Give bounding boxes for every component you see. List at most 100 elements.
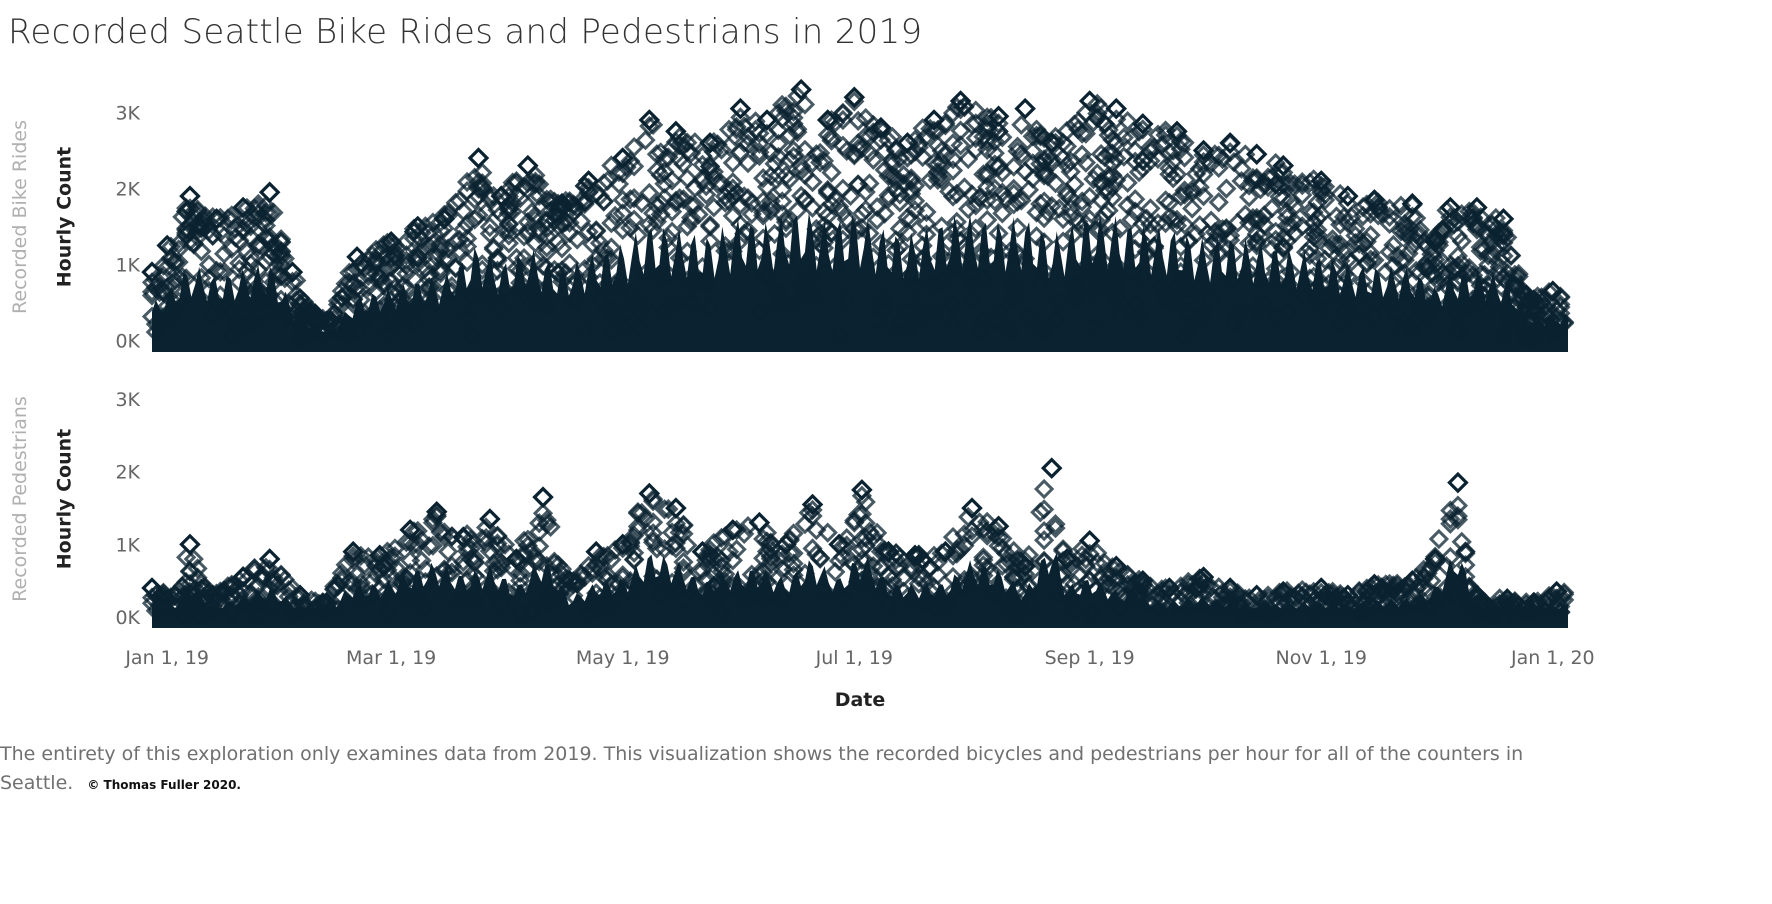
data-point-peak (452, 526, 475, 548)
data-point (339, 272, 360, 293)
data-point (551, 238, 573, 259)
data-point (1333, 206, 1355, 228)
data-point (589, 232, 611, 254)
data-point (680, 194, 702, 216)
data-point (878, 188, 899, 209)
data-point-peak (790, 78, 812, 101)
data-point (206, 292, 227, 313)
data-point (768, 165, 789, 186)
data-point (513, 284, 535, 305)
data-point (950, 539, 971, 560)
data-point-peak (490, 185, 513, 207)
data-point (977, 557, 998, 578)
data-point (1090, 209, 1112, 230)
data-point (866, 577, 888, 598)
data-point-peak (1132, 113, 1154, 135)
data-point (392, 572, 413, 593)
data-point (992, 162, 1013, 183)
data-point (1204, 588, 1226, 610)
data-point (1163, 168, 1184, 189)
data-point (1094, 252, 1115, 274)
data-point (1447, 272, 1469, 293)
data-point-peak (843, 86, 866, 108)
data-point (821, 162, 842, 183)
data-point (1447, 318, 1469, 340)
data-point (1436, 275, 1457, 297)
data-point (756, 531, 778, 552)
data-point (942, 545, 964, 566)
data-point (1333, 300, 1355, 321)
data-point (559, 253, 580, 274)
data-point (1360, 595, 1381, 616)
data-point (1311, 204, 1332, 225)
data-point (992, 241, 1013, 262)
data-point (977, 209, 998, 231)
data-point (1326, 234, 1347, 255)
data-point (179, 561, 201, 582)
data-point (1106, 169, 1127, 191)
data-point (1064, 284, 1085, 305)
y-tick-label: 1K (115, 534, 140, 556)
data-point (1125, 293, 1146, 314)
data-point (1314, 249, 1336, 270)
data-point (1447, 322, 1469, 343)
data-point (1394, 218, 1415, 239)
data-point (483, 238, 504, 260)
data-point (855, 125, 876, 147)
data-point-peak (870, 116, 892, 139)
data-point (1345, 587, 1366, 608)
data-point (145, 600, 166, 621)
data-point (544, 551, 565, 572)
data-point (1242, 170, 1264, 191)
data-point (851, 203, 873, 224)
data-point (176, 547, 197, 568)
data-point (832, 202, 854, 223)
data-point (779, 169, 800, 190)
data-point (1527, 304, 1548, 325)
data-point (734, 588, 755, 609)
data-point (836, 208, 857, 230)
data-point (574, 258, 595, 280)
data-point (1117, 111, 1138, 132)
data-point (1208, 145, 1229, 166)
data-point (396, 255, 417, 276)
data-point (1269, 599, 1290, 621)
data-point (1178, 321, 1199, 342)
data-point (392, 575, 413, 597)
data-point (434, 526, 455, 547)
data-point (1330, 586, 1351, 607)
data-point (1333, 273, 1355, 294)
data-point (680, 207, 702, 228)
data-point (612, 163, 633, 184)
data-point-peak (748, 511, 771, 534)
y-tick-label: 2K (115, 462, 140, 484)
data-point (267, 293, 288, 314)
data-point (327, 315, 349, 336)
data-point (741, 203, 762, 225)
data-point (1090, 98, 1112, 119)
data-point (1261, 166, 1283, 188)
footer-caption: The entirety of this exploration only ex… (0, 740, 1600, 800)
data-point (832, 587, 854, 609)
data-point (293, 322, 314, 343)
data-point (229, 272, 250, 293)
data-point (1052, 208, 1074, 230)
data-point (1140, 214, 1161, 235)
data-point (863, 247, 884, 268)
data-point (232, 302, 254, 323)
data-point (487, 260, 508, 281)
data-point (358, 307, 379, 328)
data-point (350, 592, 371, 613)
data-point (669, 247, 690, 269)
data-point (954, 237, 975, 258)
data-point (1106, 109, 1127, 130)
data-point-peak (1363, 573, 1386, 596)
data-point (422, 535, 444, 556)
data-point (198, 268, 220, 289)
data-point (954, 96, 975, 117)
data-point (847, 174, 869, 195)
data-point (491, 594, 512, 615)
data-point (737, 152, 759, 174)
data-point (434, 522, 455, 543)
data-point (942, 313, 964, 334)
